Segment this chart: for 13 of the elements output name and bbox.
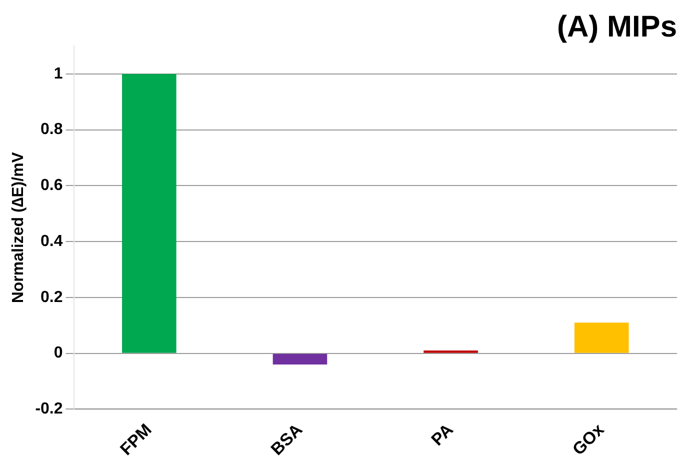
x-tick-label: PA bbox=[428, 420, 457, 450]
chart-title: (A) MIPs bbox=[557, 10, 677, 44]
y-axis-title: Normalized (∆E)/mV bbox=[10, 152, 28, 304]
y-tick-label: 1 bbox=[54, 65, 63, 82]
bar bbox=[272, 354, 328, 364]
y-tick-label: 0.4 bbox=[40, 232, 63, 250]
y-tick-label: 0.8 bbox=[40, 121, 63, 138]
y-tick-label: -0.2 bbox=[35, 400, 63, 418]
y-tick-label: 0.6 bbox=[40, 177, 63, 194]
bar bbox=[122, 74, 176, 353]
y-tick-label: 0 bbox=[54, 344, 63, 362]
y-tick-label: 0.2 bbox=[40, 288, 63, 306]
bar bbox=[574, 322, 629, 353]
